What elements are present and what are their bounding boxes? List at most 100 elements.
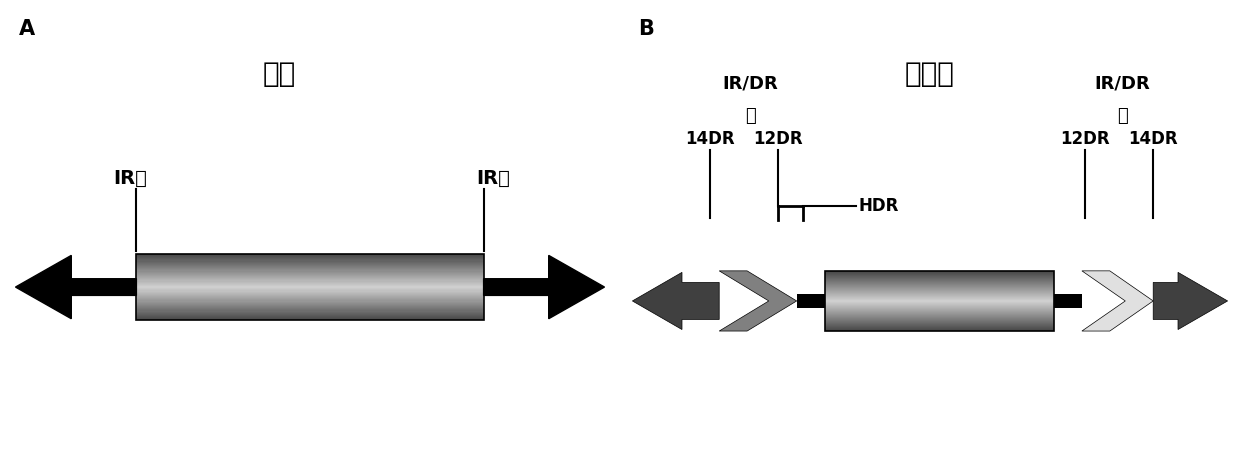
Bar (825, 277, 1054, 278)
Bar (136, 278, 484, 279)
Bar (825, 320, 1054, 321)
Bar (136, 312, 484, 313)
Polygon shape (1081, 271, 1153, 331)
Bar (136, 267, 484, 268)
Bar (825, 298, 1054, 299)
Bar (825, 296, 1054, 297)
Bar (825, 322, 1054, 323)
Polygon shape (1153, 272, 1228, 330)
Bar (136, 274, 484, 275)
Bar (136, 289, 484, 290)
Bar (136, 290, 484, 292)
Bar (1054, 294, 1081, 308)
Bar (825, 302, 1054, 303)
Bar (825, 288, 1054, 289)
Bar (825, 272, 1054, 273)
Text: 左: 左 (745, 107, 755, 125)
Bar (136, 263, 484, 264)
Text: 12DR: 12DR (753, 130, 804, 148)
Bar (136, 258, 484, 259)
Bar (825, 305, 1054, 306)
Bar (825, 286, 1054, 287)
Bar (825, 299, 1054, 300)
Bar (825, 321, 1054, 322)
Bar (136, 279, 484, 281)
Bar (136, 264, 484, 265)
Bar (825, 319, 1054, 320)
Bar (825, 326, 1054, 327)
Polygon shape (719, 271, 797, 331)
Text: 睡美人: 睡美人 (905, 60, 955, 88)
Bar (136, 305, 484, 306)
Bar (136, 254, 484, 320)
Text: 14DR: 14DR (1128, 130, 1178, 148)
Bar (136, 270, 484, 271)
Bar (136, 256, 484, 257)
Bar (825, 324, 1054, 325)
Bar (825, 280, 1054, 281)
Bar (825, 292, 1054, 293)
Text: HDR: HDR (858, 197, 899, 215)
Bar (136, 318, 484, 319)
Bar (825, 308, 1054, 309)
Bar (136, 257, 484, 258)
Bar (825, 314, 1054, 315)
Bar (825, 274, 1054, 275)
Bar (136, 259, 484, 260)
Bar (136, 304, 484, 305)
Bar (825, 328, 1054, 329)
Bar (825, 283, 1054, 284)
Bar (136, 317, 484, 318)
Bar (825, 281, 1054, 282)
Bar (136, 269, 484, 270)
Bar (825, 329, 1054, 330)
Bar (136, 262, 484, 263)
Bar (136, 299, 484, 300)
Bar (825, 323, 1054, 324)
Bar (136, 297, 484, 298)
Bar (136, 310, 484, 312)
Bar (136, 288, 484, 289)
Bar (136, 300, 484, 301)
Bar (825, 271, 1054, 272)
Bar (825, 294, 1054, 295)
Bar (825, 271, 1054, 331)
Text: IR/DR: IR/DR (1095, 75, 1149, 93)
Bar (825, 317, 1054, 318)
Bar (825, 325, 1054, 326)
Bar (825, 276, 1054, 277)
Bar (825, 290, 1054, 291)
Bar (136, 295, 484, 296)
Bar (825, 301, 1054, 302)
Polygon shape (15, 256, 136, 319)
Text: IR左: IR左 (113, 169, 148, 188)
Bar (136, 273, 484, 274)
Bar (825, 291, 1054, 292)
Bar (825, 284, 1054, 285)
Bar (825, 312, 1054, 313)
Bar (136, 303, 484, 304)
Text: 水手: 水手 (263, 60, 295, 88)
Text: A: A (19, 19, 35, 38)
Bar (136, 284, 484, 285)
Bar (136, 255, 484, 256)
Bar (136, 296, 484, 297)
Bar (136, 265, 484, 266)
Bar (825, 309, 1054, 310)
Bar (825, 310, 1054, 311)
Bar (825, 315, 1054, 316)
Polygon shape (632, 272, 719, 330)
Bar (136, 313, 484, 314)
Text: 12DR: 12DR (1060, 130, 1110, 148)
Bar (825, 316, 1054, 317)
Bar (136, 292, 484, 293)
Bar (136, 319, 484, 320)
Bar (136, 293, 484, 294)
Text: IR右: IR右 (476, 169, 510, 188)
Bar (136, 282, 484, 284)
Bar (136, 306, 484, 307)
Bar (825, 330, 1054, 331)
Bar (825, 327, 1054, 328)
Bar (136, 294, 484, 295)
Bar (825, 278, 1054, 279)
